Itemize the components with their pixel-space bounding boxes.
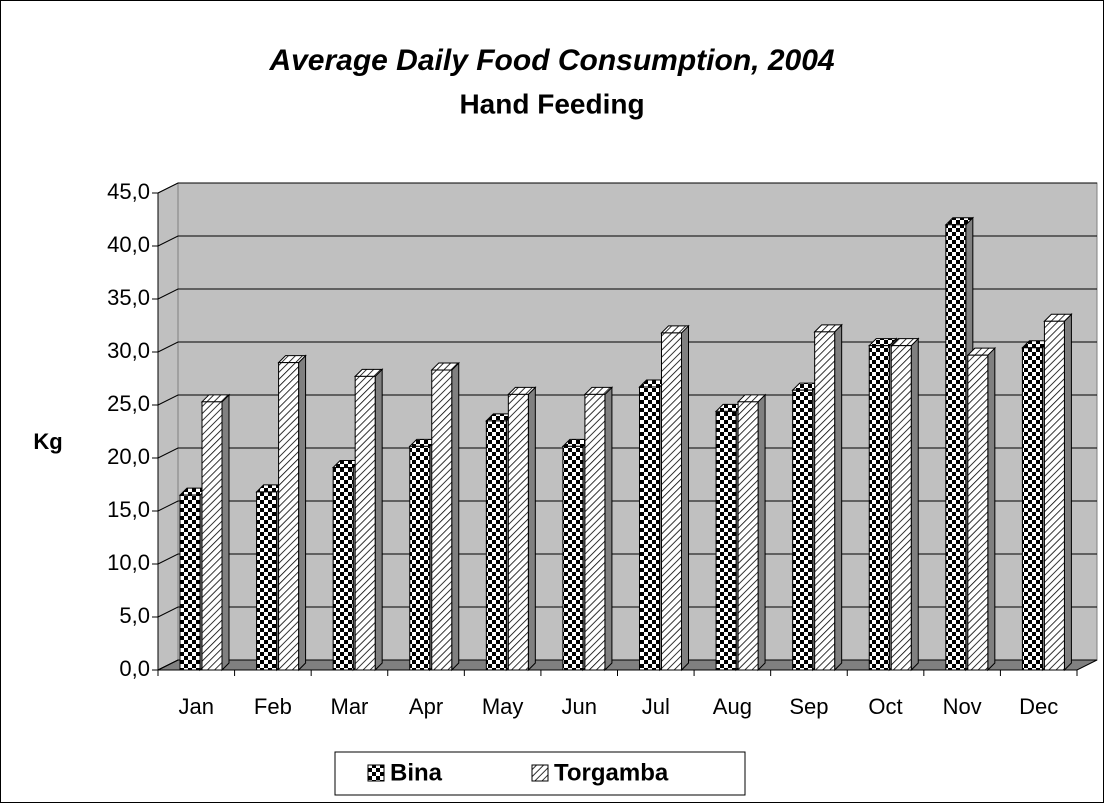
grid-line — [157, 182, 1097, 194]
bar — [715, 410, 737, 671]
bar — [431, 369, 453, 671]
chart-title: Average Daily Food Consumption, 2004 — [268, 44, 834, 77]
bar — [890, 345, 912, 671]
legend-label: Bina — [390, 759, 443, 786]
y-tick-label: 25,0 — [107, 391, 150, 416]
chart-subtitle: Hand Feeding — [459, 88, 644, 119]
y-tick-label: 40,0 — [107, 232, 150, 257]
bar-side — [910, 337, 919, 672]
x-tick-label: Mar — [331, 694, 369, 719]
x-tick-label: Jun — [561, 694, 596, 719]
bar-side — [757, 393, 766, 672]
grid-line — [157, 553, 1097, 565]
y-tick-label: 10,0 — [107, 550, 150, 575]
bar — [278, 362, 300, 671]
bar-side — [604, 386, 613, 672]
y-tick-label: 30,0 — [107, 338, 150, 363]
x-tick-label: Nov — [943, 694, 982, 719]
grid-line — [157, 606, 1097, 618]
grid-line — [157, 288, 1097, 300]
bar — [737, 401, 759, 671]
bar — [661, 332, 682, 671]
bar-side — [834, 323, 843, 672]
bar — [256, 491, 278, 671]
bar — [967, 354, 989, 671]
bar-side — [374, 368, 383, 672]
bar — [332, 467, 354, 671]
grid-line — [157, 235, 1097, 247]
grid-line — [157, 447, 1097, 459]
legend-swatch — [367, 764, 385, 782]
y-tick-label: 45,0 — [107, 179, 150, 204]
grid-line — [157, 341, 1097, 353]
bar — [179, 494, 201, 671]
x-tick-label: Jul — [642, 694, 670, 719]
bar — [201, 401, 223, 671]
x-tick-label: May — [482, 694, 524, 719]
grid-line — [157, 394, 1097, 406]
grid-line — [157, 500, 1097, 512]
bar-side — [298, 354, 307, 672]
x-tick-label: Oct — [868, 694, 902, 719]
y-tick-label: 0,0 — [119, 656, 150, 681]
bar-side — [987, 346, 996, 672]
y-axis-label: Kg — [33, 429, 62, 454]
y-tick-label: 15,0 — [107, 497, 150, 522]
legend-swatch — [531, 764, 549, 782]
bar — [639, 386, 660, 671]
plot: 0,0 5,0 10,0 15,0 20,0 25,0 30,0 35,0 40,0 45,0 Ja… — [107, 179, 1098, 719]
bar — [868, 345, 890, 671]
x-tick-label: Jan — [179, 694, 214, 719]
bar-side — [527, 386, 536, 672]
bar — [1043, 320, 1065, 671]
x-tick-label: Dec — [1019, 694, 1058, 719]
y-tick-label: 20,0 — [107, 444, 150, 469]
bar — [485, 420, 507, 671]
bar-side — [681, 324, 689, 672]
x-tick-label: Feb — [254, 694, 292, 719]
x-tick-label: Apr — [409, 694, 443, 719]
bar-side — [221, 393, 230, 672]
bar — [1021, 347, 1043, 671]
x-tick-label: Aug — [713, 694, 752, 719]
bar — [584, 393, 606, 671]
bar — [354, 375, 376, 671]
bar — [945, 224, 967, 671]
bar-side — [1063, 313, 1072, 672]
bar-side — [451, 361, 460, 672]
bar — [507, 393, 529, 671]
x-tick-label: Sep — [789, 694, 828, 719]
side-wall — [157, 182, 179, 671]
bar — [814, 331, 836, 671]
grid-line — [157, 659, 1097, 671]
bar — [792, 389, 814, 671]
y-tick-label: 5,0 — [119, 603, 150, 628]
y-tick-label: 35,0 — [107, 285, 150, 310]
bar — [562, 445, 584, 671]
legend-label: Torgamba — [554, 759, 669, 786]
bar — [409, 445, 431, 671]
